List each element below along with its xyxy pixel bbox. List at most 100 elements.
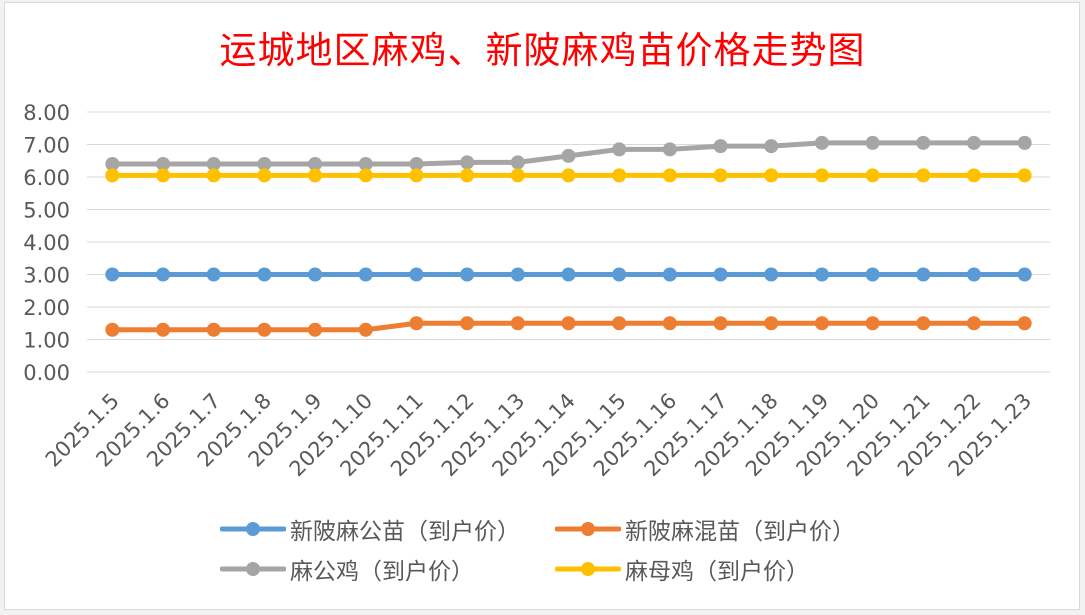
data-point <box>561 148 576 163</box>
data-point <box>662 316 677 331</box>
data-point <box>206 168 221 183</box>
data-point <box>105 322 120 337</box>
data-point <box>612 168 627 183</box>
y-tick-label: 0.00 <box>23 361 70 385</box>
data-point <box>156 267 171 282</box>
data-point <box>764 316 779 331</box>
legend-item-rooster: 麻公鸡（到户价） <box>220 553 474 585</box>
data-point <box>358 157 373 171</box>
y-tick-label: 3.00 <box>23 264 70 288</box>
data-point <box>1017 267 1032 282</box>
y-tick-label: 4.00 <box>23 231 70 255</box>
data-point <box>561 316 576 331</box>
data-point <box>257 322 272 337</box>
legend-marker-rooster <box>220 562 286 576</box>
data-point <box>561 267 576 282</box>
data-point <box>308 322 323 337</box>
data-point <box>358 168 373 183</box>
data-point <box>510 267 525 282</box>
data-point <box>1017 168 1032 183</box>
data-point <box>308 157 323 171</box>
legend-item-hen: 麻母鸡（到户价） <box>555 553 809 585</box>
data-point <box>865 135 880 150</box>
data-point <box>257 267 272 282</box>
legend-marker-male-chick <box>220 522 286 536</box>
data-point <box>510 155 525 170</box>
data-point <box>105 267 120 282</box>
data-point <box>865 168 880 183</box>
data-point <box>966 135 981 150</box>
legend-label: 新陂麻公苗（到户价） <box>290 519 520 545</box>
data-point <box>156 168 171 183</box>
y-tick-label: 2.00 <box>23 296 70 320</box>
data-point <box>257 157 272 171</box>
data-point <box>916 168 931 183</box>
y-tick-label: 8.00 <box>23 101 70 125</box>
data-point <box>713 267 728 282</box>
data-point <box>966 168 981 183</box>
data-point <box>460 267 475 282</box>
data-point <box>814 135 829 150</box>
data-point <box>105 168 120 183</box>
data-point <box>612 142 627 157</box>
y-tick-label: 1.00 <box>23 329 70 353</box>
data-point <box>764 139 779 154</box>
data-point <box>156 322 171 337</box>
chart-area <box>4 2 1080 610</box>
data-point <box>460 155 475 170</box>
data-point <box>713 168 728 183</box>
data-point <box>1017 316 1032 331</box>
data-point <box>916 316 931 331</box>
legend-label: 新陂麻混苗（到户价） <box>625 519 855 545</box>
data-point <box>612 316 627 331</box>
y-tick-label: 7.00 <box>23 134 70 158</box>
legend-label: 麻公鸡（到户价） <box>290 559 474 585</box>
data-point <box>561 168 576 183</box>
data-point <box>358 322 373 337</box>
data-point <box>510 316 525 331</box>
data-point <box>814 168 829 183</box>
legend-item-male-chick: 新陂麻公苗（到户价） <box>220 513 520 545</box>
data-point <box>764 168 779 183</box>
legend-marker-hen <box>555 562 621 576</box>
data-point <box>206 157 221 171</box>
data-point <box>916 135 931 150</box>
data-point <box>764 267 779 282</box>
data-point <box>814 267 829 282</box>
data-point <box>206 267 221 282</box>
legend-marker-mixed-chick <box>555 522 621 536</box>
legend-item-mixed-chick: 新陂麻混苗（到户价） <box>555 513 855 545</box>
data-point <box>156 157 171 171</box>
data-point <box>713 139 728 154</box>
data-point <box>257 168 272 183</box>
data-point <box>206 322 221 337</box>
data-point <box>612 267 627 282</box>
data-point <box>916 267 931 282</box>
data-point <box>865 316 880 331</box>
data-point <box>105 157 120 171</box>
y-tick-label: 5.00 <box>23 199 70 223</box>
data-point <box>1017 135 1032 150</box>
y-tick-label: 6.00 <box>23 166 70 190</box>
data-point <box>865 267 880 282</box>
data-point <box>662 267 677 282</box>
data-point <box>713 316 728 331</box>
data-point <box>460 168 475 183</box>
data-point <box>409 267 424 282</box>
data-point <box>510 168 525 183</box>
data-point <box>409 157 424 171</box>
data-point <box>460 316 475 331</box>
data-point <box>308 168 323 183</box>
data-point <box>966 316 981 331</box>
data-point <box>662 168 677 183</box>
data-point <box>409 316 424 331</box>
data-point <box>409 168 424 183</box>
data-point <box>966 267 981 282</box>
data-point <box>308 267 323 282</box>
data-point <box>662 142 677 157</box>
data-point <box>814 316 829 331</box>
chart-title: 运城地区麻鸡、新陂麻鸡苗价格走势图 <box>219 29 866 72</box>
legend-label: 麻母鸡（到户价） <box>625 559 809 585</box>
legend: 新陂麻公苗（到户价） 新陂麻混苗（到户价） 麻公鸡（到户价） 麻母鸡（到户价） <box>220 513 920 593</box>
